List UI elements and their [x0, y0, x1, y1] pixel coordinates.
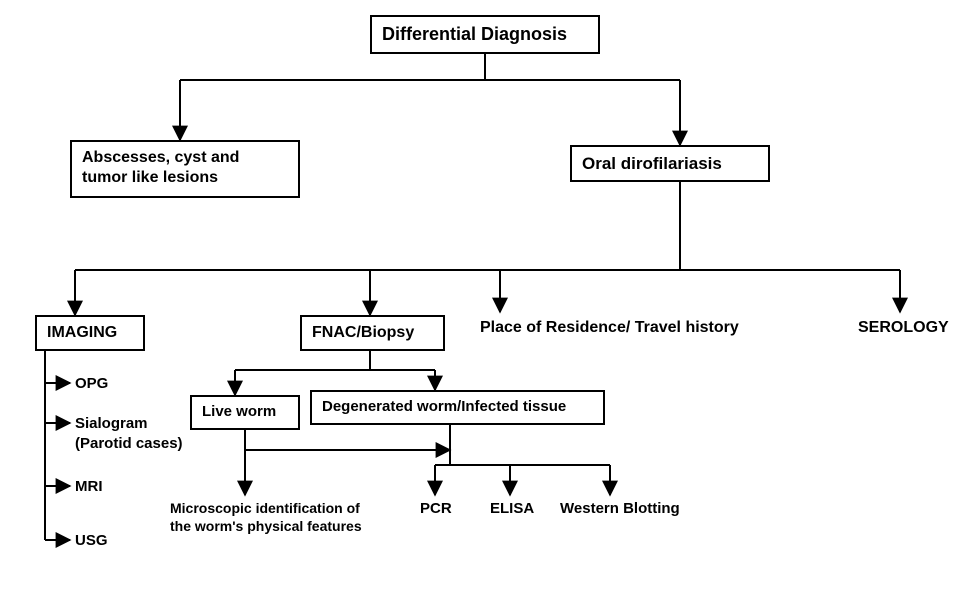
node-imaging: IMAGING	[35, 315, 145, 351]
label-opg: OPG	[75, 375, 108, 394]
node-root: Differential Diagnosis	[370, 15, 600, 54]
node-fnac-biopsy: FNAC/Biopsy	[300, 315, 445, 351]
node-oral-dirofilariasis: Oral dirofilariasis	[570, 145, 770, 182]
flowchart-edges	[0, 0, 975, 597]
node-live-worm: Live worm	[190, 395, 300, 430]
label-usg: USG	[75, 532, 108, 551]
label-western-blotting: Western Blotting	[560, 500, 680, 519]
label-sialogram-line2: (Parotid cases)	[75, 435, 183, 454]
flowchart-stage: Differential Diagnosis Abscesses, cyst a…	[0, 0, 975, 597]
label-mri: MRI	[75, 478, 103, 497]
node-degenerated-worm: Degenerated worm/Infected tissue	[310, 390, 605, 425]
label-pcr: PCR	[420, 500, 452, 519]
label-elisa: ELISA	[490, 500, 534, 519]
label-place-of-residence: Place of Residence/ Travel history	[480, 318, 739, 338]
node-abscesses: Abscesses, cyst and tumor like lesions	[70, 140, 300, 198]
label-sialogram-line1: Sialogram	[75, 415, 148, 434]
label-microscopic-line2: the worm's physical features	[170, 518, 362, 536]
label-serology: SEROLOGY	[858, 318, 949, 338]
label-microscopic-line1: Microscopic identification of	[170, 500, 360, 518]
